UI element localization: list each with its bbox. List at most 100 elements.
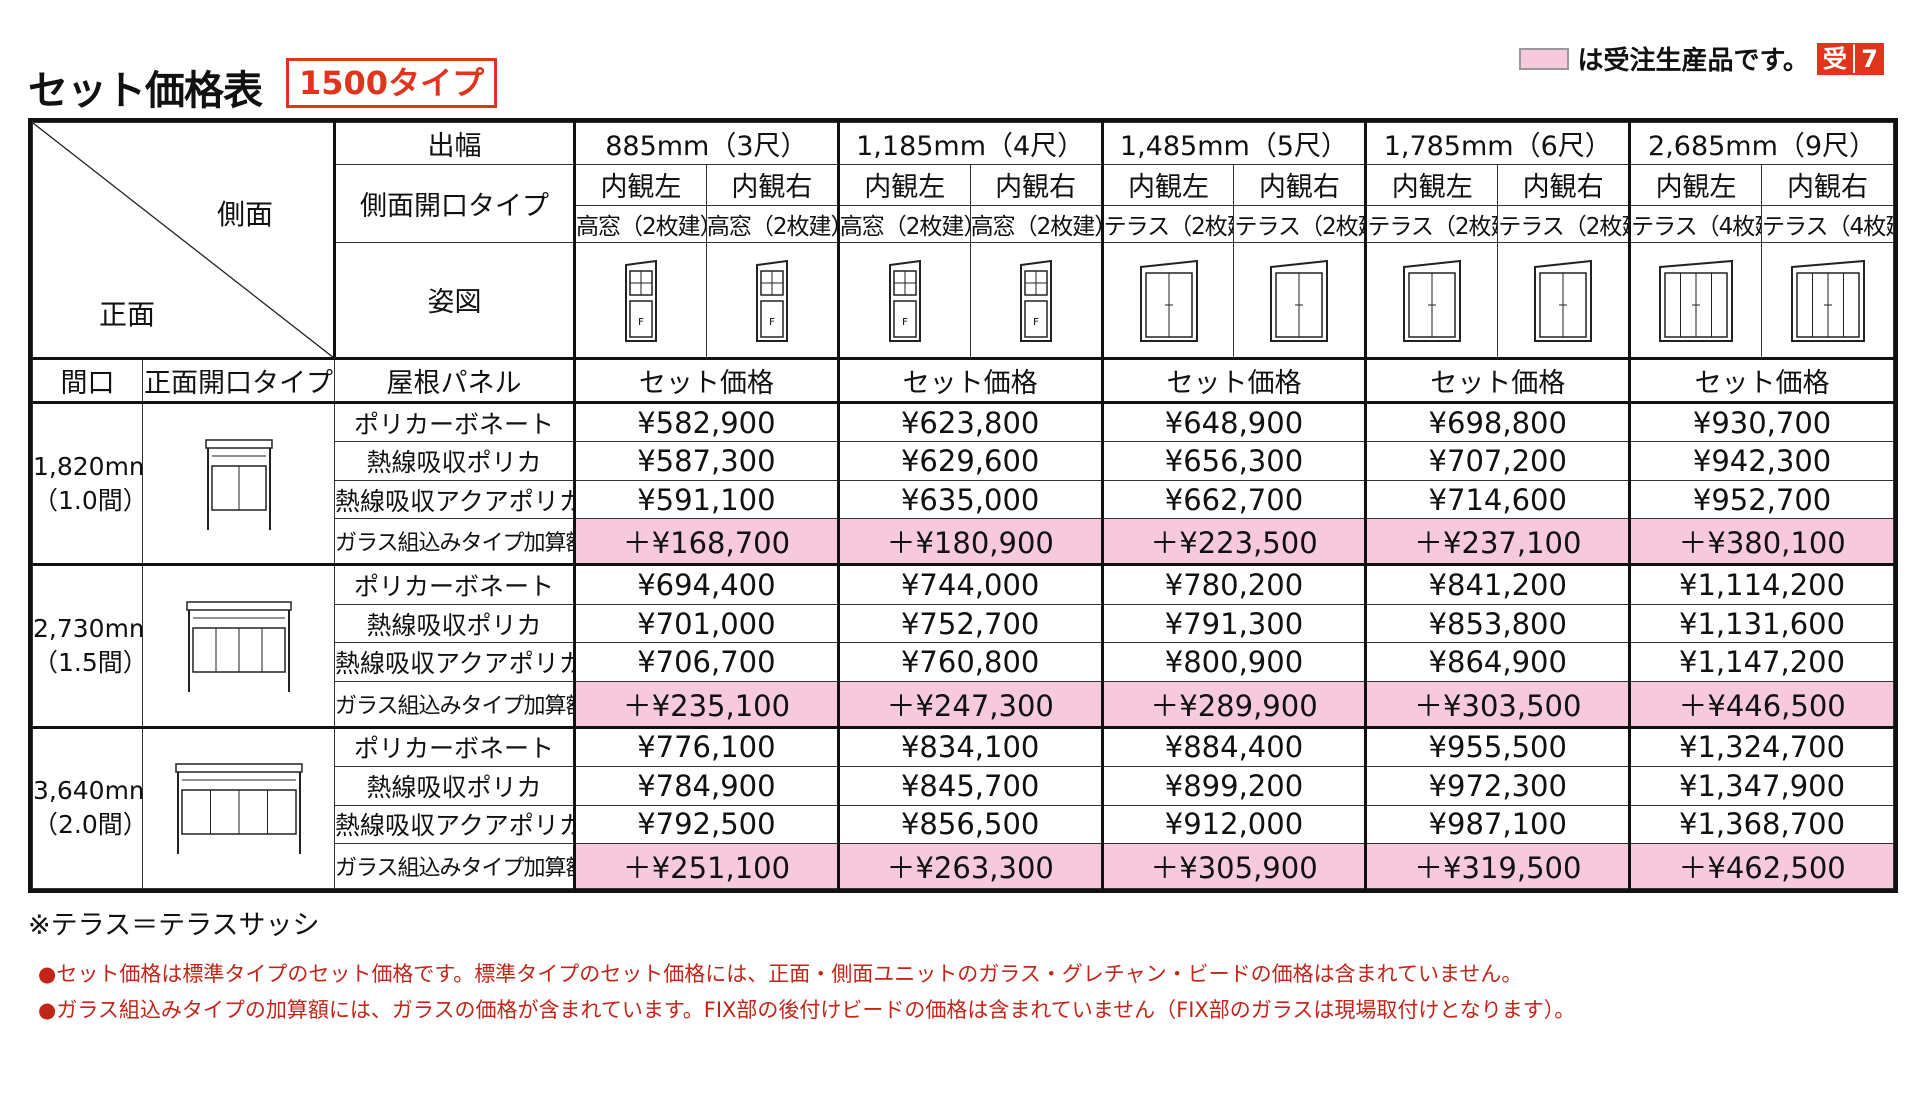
corner-side-label: 側面 — [216, 198, 273, 231]
table-row: 熱線吸収アクアポリカ ¥706,700 ¥760,800 ¥800,900 ¥864,9… — [33, 642, 1894, 682]
view-right-header: 内観右 — [1233, 163, 1367, 207]
roof-cell: ガラス組込みタイプ加算額 — [334, 518, 575, 567]
set-price-cell: ¥752,700 — [836, 603, 1103, 644]
width-label: 間口 — [32, 358, 143, 404]
legend-tag-num: 7 — [1861, 44, 1878, 73]
legend-swatch — [1519, 47, 1570, 70]
side-type-cell: テラス（2枚建） — [1233, 205, 1367, 243]
side-type-cell: テラス（2枚建） — [1497, 205, 1631, 243]
table-row: ガラス組込みタイプ加算額 ＋¥251,100 ＋¥263,300 ＋¥305,900 ＋… — [33, 843, 1894, 889]
depth-header: 885mm（3尺） — [573, 122, 839, 165]
glass-addon-price: ＋¥235,100 — [573, 680, 839, 729]
header-row-labels: 間口 正面開口タイプ 屋根パネル セット価格 セット価格 セット価格 セット価格 セット価格 — [32, 358, 1894, 404]
roof-cell: ポリカーボネート — [334, 401, 575, 443]
figure-cell: F — [573, 241, 707, 361]
view-right-header: 内観右 — [1761, 163, 1894, 207]
side-type-cell: 高窓（2枚建） — [836, 205, 971, 243]
type-badge: 1500タイプ — [286, 58, 498, 108]
figure-cell: F — [705, 241, 839, 361]
glass-addon-price: ＋¥303,500 — [1364, 680, 1631, 729]
width-mm: 1,820mm — [33, 451, 143, 481]
glass-addon-price: ＋¥251,100 — [573, 843, 839, 889]
glass-addon-price: ＋¥223,500 — [1100, 518, 1367, 567]
set-price-cell: ¥656,300 — [1100, 441, 1367, 481]
terrace-sash-figure-icon — [1139, 259, 1198, 342]
width-cell: 3,640mm （2.0間） — [32, 726, 143, 890]
table-row: ガラス組込みタイプ加算額 ＋¥235,100 ＋¥247,300 ＋¥289,900 ＋… — [33, 680, 1894, 729]
set-price-cell: ¥955,500 — [1364, 726, 1631, 768]
terrace-sash-figure-icon — [1270, 259, 1329, 342]
header-row-figure: 姿図 F F F F — [33, 241, 1894, 361]
set-price-cell: ¥623,800 — [836, 401, 1103, 443]
table-row: 2,730mm （1.5間） ポリカーボネート ¥694,400 ¥744,000 ¥78… — [32, 564, 1894, 729]
set-price-cell: ¥744,000 — [836, 564, 1103, 605]
set-price-cell: ¥780,200 — [1100, 564, 1367, 605]
depth-header: 1,185mm（4尺） — [836, 122, 1103, 165]
glass-addon-price: ＋¥237,100 — [1364, 518, 1631, 567]
front-type-cell — [142, 564, 335, 729]
set-price-cell: ¥698,800 — [1364, 401, 1631, 443]
figure-cell — [1628, 241, 1763, 361]
depth-header: 1,785mm（6尺） — [1364, 122, 1631, 165]
set-price-cell: ¥1,114,200 — [1628, 564, 1894, 605]
corner-front-label: 正面 — [99, 298, 156, 331]
set-price-cell: ¥714,600 — [1364, 479, 1631, 520]
set-price-header: セット価格 — [1364, 358, 1631, 404]
set-price-cell: ¥1,131,600 — [1628, 603, 1894, 644]
side-type-cell: テラス（4枚建） — [1761, 205, 1894, 243]
roof-cell: ポリカーボネート — [334, 726, 575, 768]
set-price-cell: ¥834,100 — [836, 726, 1103, 768]
terrace-sash-figure-icon — [1659, 259, 1734, 342]
figure-cell — [1100, 241, 1235, 361]
page-title: セット価格表 — [28, 68, 263, 114]
header-row-side-type: 高窓（2枚建）高窓（2枚建）高窓（2枚建）高窓（2枚建）テラス（2枚建）テラス（… — [33, 205, 1894, 243]
set-price-cell: ¥952,700 — [1628, 479, 1894, 520]
table-row: ガラス組込みタイプ加算額 ＋¥168,700 ＋¥180,900 ＋¥223,500 ＋… — [33, 518, 1894, 567]
table-row: 熱線吸収ポリカ ¥784,900 ¥845,700 ¥899,200 ¥972,300 ¥… — [33, 766, 1894, 806]
legend-tag-char: 受 — [1822, 44, 1847, 73]
figure-cell — [1761, 241, 1894, 361]
set-price-cell: ¥912,000 — [1100, 804, 1367, 845]
set-price-cell: ¥1,147,200 — [1628, 642, 1894, 682]
side-type-cell: テラス（4枚建） — [1628, 205, 1763, 243]
set-price-cell: ¥845,700 — [836, 766, 1103, 806]
legend-text: は受注生産品です。 — [1577, 46, 1809, 76]
set-price-cell: ¥899,200 — [1100, 766, 1367, 806]
figure-cell — [1497, 241, 1631, 361]
side-type-cell: 高窓（2枚建） — [573, 205, 707, 243]
front-type-label: 正面開口タイプ — [142, 358, 335, 404]
width-cell: 2,730mm （1.5間） — [32, 564, 143, 729]
set-price-cell: ¥629,600 — [836, 441, 1103, 481]
price-table: 側面 正面 出幅 885mm（3尺） 1,185mm（4尺） 1,485mm（5尺） 1,7… — [32, 121, 1894, 890]
figure-cell — [1364, 241, 1499, 361]
set-price-cell: ¥701,000 — [573, 603, 839, 644]
figure-cell: F — [969, 241, 1103, 361]
set-price-cell: ¥694,400 — [573, 564, 839, 605]
width-cell: 1,820mm （1.0間） — [32, 401, 143, 567]
glass-addon-price: ＋¥247,300 — [836, 680, 1103, 729]
front-type-cell — [142, 401, 335, 567]
roof-cell: ポリカーボネート — [334, 564, 575, 605]
table-row: 熱線吸収ポリカ ¥701,000 ¥752,700 ¥791,300 ¥853,800 ¥… — [33, 603, 1894, 644]
set-price-cell: ¥662,700 — [1100, 479, 1367, 520]
view-left-header: 内観左 — [1628, 163, 1763, 207]
set-price-cell: ¥591,100 — [573, 479, 839, 520]
price-table-wrapper: 側面 正面 出幅 885mm（3尺） 1,185mm（4尺） 1,485mm（5尺） 1,7… — [28, 118, 1898, 893]
set-price-cell: ¥635,000 — [836, 479, 1103, 520]
view-left-header: 内観左 — [1100, 163, 1235, 207]
table-row: 熱線吸収アクアポリカ ¥591,100 ¥635,000 ¥662,700 ¥714,6… — [33, 479, 1894, 520]
set-price-header: セット価格 — [1100, 358, 1367, 404]
roof-label: 屋根パネル — [334, 358, 575, 404]
width-mm: 2,730mm — [33, 613, 143, 643]
high-window-figure-icon: F — [624, 259, 657, 342]
set-price-cell: ¥582,900 — [573, 401, 839, 443]
high-window-figure-icon: F — [755, 259, 788, 342]
svg-text:F: F — [1033, 317, 1039, 328]
width-mm: 3,640mm — [33, 776, 143, 806]
header-corner: 側面正面 — [32, 121, 336, 361]
width-ken: （2.0間） — [33, 810, 143, 840]
set-price-cell: ¥791,300 — [1100, 603, 1367, 644]
set-price-header: セット価格 — [836, 358, 1103, 404]
set-price-cell: ¥800,900 — [1100, 642, 1367, 682]
header-row-depth: 側面 正面 出幅 885mm（3尺） 1,185mm（4尺） 1,485mm（5尺） 1,7… — [32, 121, 1894, 361]
